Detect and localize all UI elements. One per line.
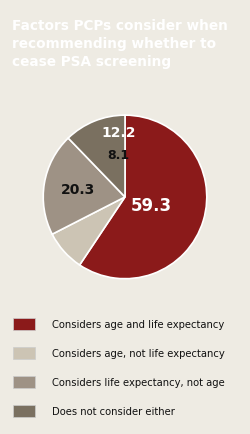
Text: Does not consider either: Does not consider either (52, 406, 176, 416)
Bar (12, 405, 35, 417)
Bar (12, 376, 35, 388)
Text: Considers age and life expectancy: Considers age and life expectancy (52, 319, 225, 329)
Text: 20.3: 20.3 (60, 182, 95, 196)
Wedge shape (80, 116, 207, 279)
Text: 59.3: 59.3 (130, 197, 172, 214)
Text: 12.2: 12.2 (101, 125, 136, 139)
Text: Factors PCPs consider when
recommending whether to
cease PSA screening: Factors PCPs consider when recommending … (12, 19, 228, 69)
Wedge shape (52, 197, 125, 265)
Text: Considers age, not life expectancy: Considers age, not life expectancy (52, 348, 225, 358)
Bar (12, 318, 35, 330)
Wedge shape (43, 139, 125, 235)
Text: 8.1: 8.1 (108, 148, 130, 161)
Wedge shape (68, 116, 125, 197)
Text: Considers life expectancy, not age: Considers life expectancy, not age (52, 377, 225, 387)
Bar (12, 347, 35, 359)
